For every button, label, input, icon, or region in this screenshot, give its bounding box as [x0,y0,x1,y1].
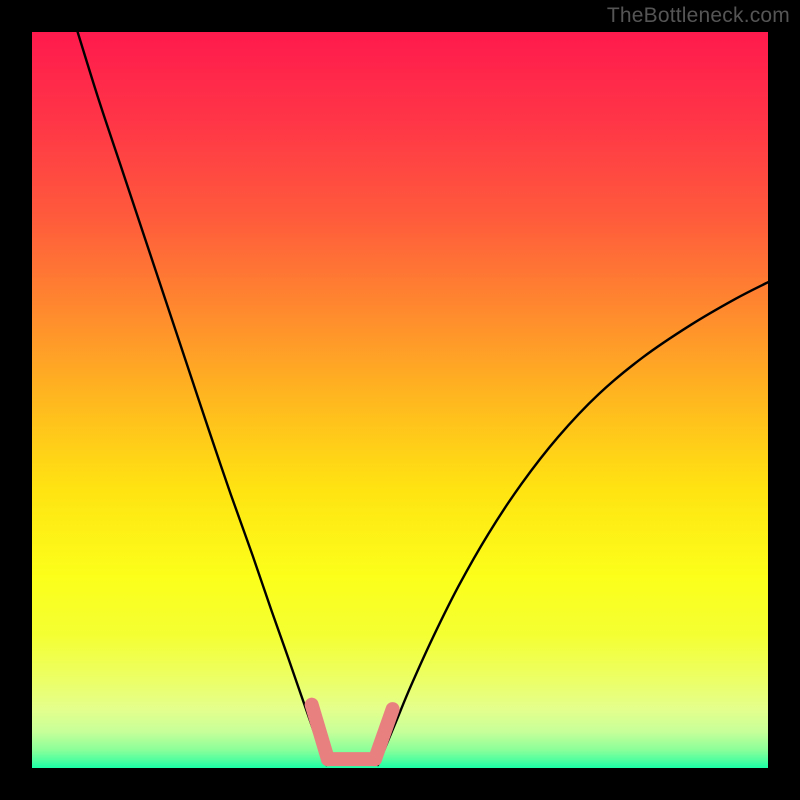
chart-stage: TheBottleneck.com [0,0,800,800]
bottleneck-curve-chart [32,32,768,768]
watermark-text: TheBottleneck.com [607,4,790,28]
gradient-background [32,32,768,768]
